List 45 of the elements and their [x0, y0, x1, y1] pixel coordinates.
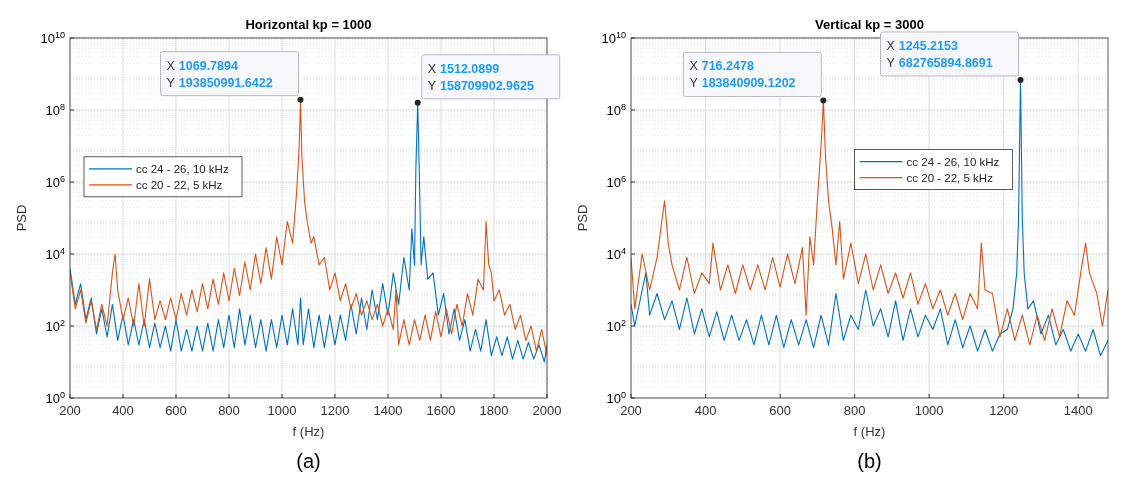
x-axis-title: f (Hz) — [853, 424, 886, 439]
annotation: X 716.2478 Y 183840909.1202 — [689, 59, 796, 91]
y-tick-label: 10$^{8}$ — [45, 101, 65, 118]
x-tick-label: 1800 — [479, 403, 509, 418]
y-tick-label: 10$^{2}$ — [45, 317, 65, 334]
y-tick-label: 10$^{0}$ — [45, 389, 65, 406]
annotation: X 1069.7894 Y 193850991.6422 — [166, 58, 273, 90]
y-tick-label: 10$^{0}$ — [606, 389, 626, 406]
y-axis-title: PSD — [14, 204, 29, 232]
x-tick-label: 1200 — [320, 403, 350, 418]
x-tick-label: 1400 — [373, 403, 403, 418]
legend-label: cc 24 - 26, 10 kHz — [906, 155, 1000, 168]
x-tick-label: 600 — [769, 403, 791, 418]
y-tick-label: 10$^{6}$ — [606, 173, 626, 190]
x-axis-title: f (Hz) — [292, 424, 325, 439]
legend-label: cc 24 - 26, 10 kHz — [136, 162, 229, 175]
text: (b) — [857, 450, 882, 472]
x-tick-label: 600 — [165, 403, 187, 418]
annotation: X 1512.0899 Y 158709902.9625 — [427, 61, 534, 93]
x-tick-label: 1600 — [426, 403, 456, 418]
x-tick-label: 400 — [112, 403, 134, 418]
y-tick-label: 10$^{4}$ — [606, 245, 626, 262]
x-tick-label: 800 — [843, 403, 866, 418]
y-tick-label: 10$^{2}$ — [606, 317, 626, 334]
text: (a) — [296, 450, 321, 472]
x-tick-label: 2000 — [532, 403, 562, 418]
x-tick-label: 1400 — [1063, 403, 1093, 418]
x-tick-label: 200 — [620, 403, 642, 418]
y-tick-label: 10$^{10}$ — [601, 29, 626, 46]
x-tick-label: 1200 — [989, 403, 1019, 418]
y-axis-title: PSD — [575, 204, 590, 232]
y-tick-label: 10$^{8}$ — [606, 101, 626, 118]
annotation: X 1245.2153 Y 682765894.8691 — [886, 38, 993, 70]
legend-label: cc 20 - 22, 5 kHz — [136, 178, 223, 191]
x-tick-label: 200 — [59, 403, 81, 418]
y-tick-label: 10$^{6}$ — [45, 173, 65, 190]
x-tick-label: 400 — [694, 403, 717, 418]
chart-title: Vertical kp = 3000 — [815, 17, 924, 32]
y-tick-label: 10$^{10}$ — [40, 29, 65, 46]
x-tick-label: 1000 — [914, 403, 944, 418]
y-tick-label: 10$^{4}$ — [45, 245, 65, 262]
x-tick-label: 800 — [218, 403, 240, 418]
chart-title: Horizontal kp = 1000 — [245, 17, 372, 32]
x-tick-label: 1000 — [267, 403, 297, 418]
legend-label: cc 20 - 22, 5 kHz — [906, 171, 994, 184]
